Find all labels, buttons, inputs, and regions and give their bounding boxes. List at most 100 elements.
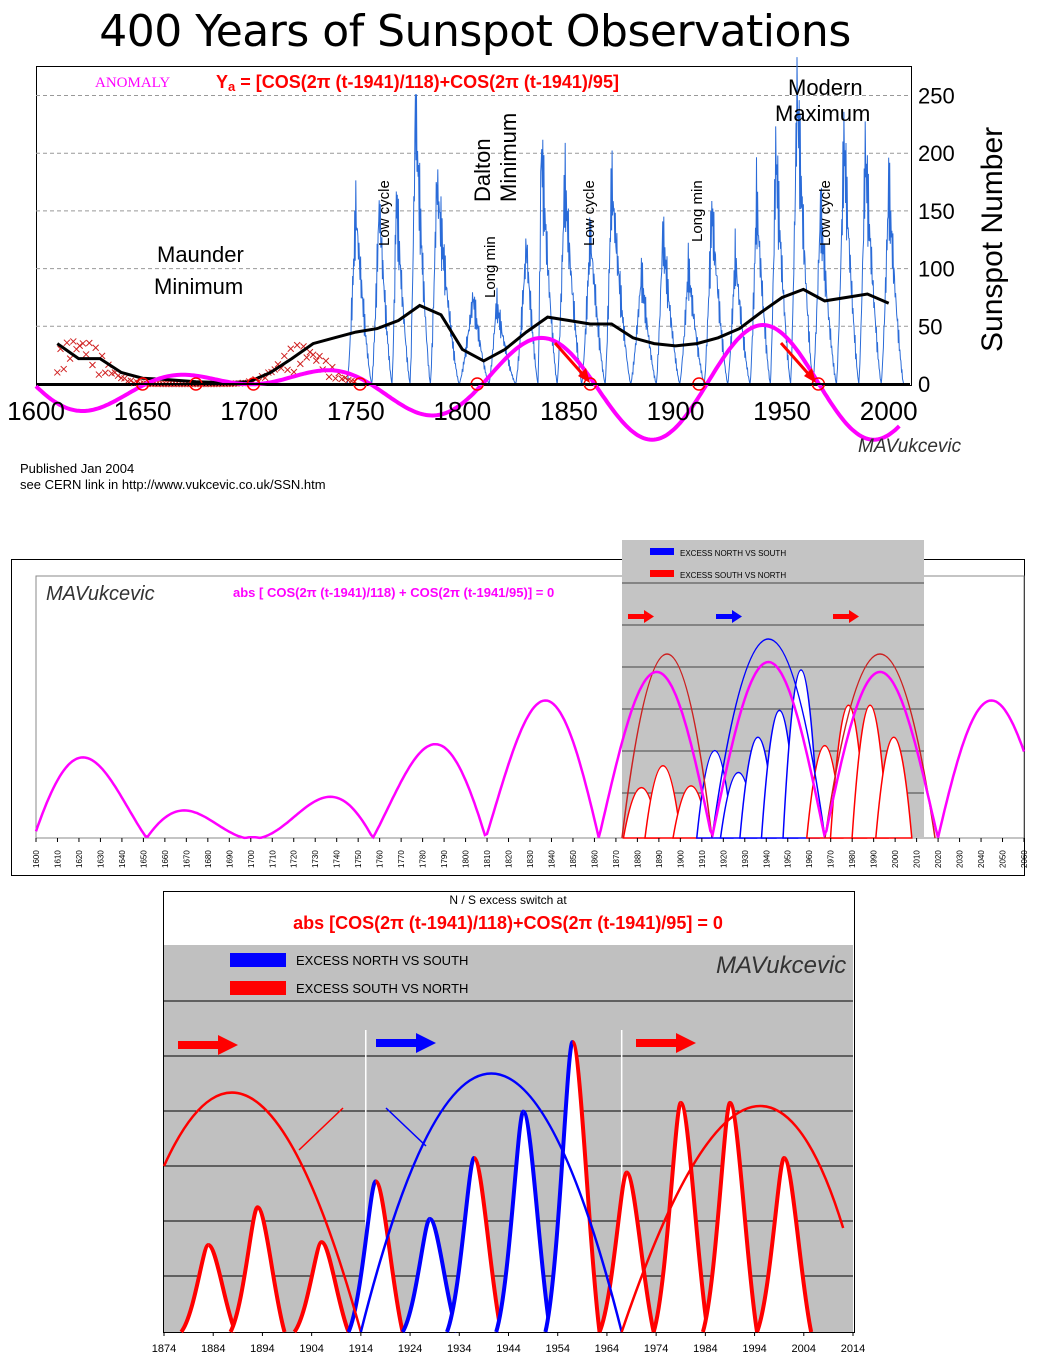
y-tick-label: 50 — [918, 314, 942, 339]
x-tick-label: 1904 — [299, 1343, 323, 1355]
x-tick-label: 1974 — [644, 1343, 668, 1355]
cern-link-note: see CERN link in http://www.vukcevic.co.… — [20, 477, 326, 492]
red-arrow-bottom-2 — [636, 1033, 696, 1053]
legend-south-swatch-small — [650, 570, 674, 577]
x-tick-label: 1994 — [742, 1343, 766, 1355]
cycle-edge-right — [472, 1156, 504, 1333]
early-observation-mark — [60, 365, 68, 373]
x-tick-label: 1884 — [201, 1343, 225, 1355]
cycle-edge-left — [755, 1156, 787, 1333]
x-tick-label: 1640 — [118, 850, 127, 868]
x-tick-label: 1800 — [433, 396, 491, 426]
cycle-edge-left — [494, 1109, 526, 1333]
long-min-2: Long min — [689, 180, 706, 242]
signature-middle: MAVukcevic — [46, 583, 155, 605]
x-tick-label: 1874 — [152, 1343, 176, 1355]
early-observation-mark — [82, 351, 90, 358]
x-tick-label: 2000 — [860, 396, 918, 426]
formula-sub: a — [228, 79, 236, 94]
early-observation-mark — [284, 366, 291, 374]
smoothed-mean-line — [56, 287, 890, 385]
x-tick-label: 2020 — [934, 850, 943, 868]
early-observation-mark — [309, 351, 317, 359]
x-tick-label: 1610 — [53, 850, 62, 868]
x-tick-label: 1810 — [483, 850, 492, 868]
legend-north: EXCESS NORTH VS SOUTH — [296, 953, 468, 968]
x-tick-label: 1984 — [693, 1343, 717, 1355]
published-note: Published Jan 2004 — [20, 461, 135, 476]
x-tick-label: 1750 — [327, 396, 385, 426]
early-observation-mark — [322, 357, 330, 365]
early-observation-mark — [280, 352, 288, 360]
early-observation-mark — [316, 352, 323, 360]
low-cycle-2: Low cycle — [581, 180, 598, 246]
early-observation-mark — [63, 339, 71, 347]
cycle-area — [496, 1111, 551, 1332]
dalton-line-2: Minimum — [496, 113, 521, 202]
cycle-edge-left — [179, 1243, 211, 1334]
legend-south-swatch — [230, 981, 286, 995]
early-observation-mark — [127, 377, 135, 385]
x-tick-label: 2014 — [841, 1343, 865, 1355]
y-axis-label: Sunspot Number — [976, 127, 1009, 352]
x-tick-label: 2040 — [977, 850, 986, 868]
maunder-line-1: Maunder — [157, 242, 244, 267]
cycle-edge-left — [400, 1216, 432, 1334]
cycle-edge-right — [320, 1240, 351, 1333]
red-arrow-2 — [779, 342, 816, 383]
early-observation-mark — [66, 355, 74, 363]
x-tick-label: 1650 — [139, 850, 148, 868]
cycle-area — [653, 1102, 708, 1332]
cycle-edge-left — [445, 1156, 477, 1333]
x-tick-label: 1630 — [96, 850, 105, 868]
y-tick-label: 200 — [918, 141, 955, 166]
early-observation-mark — [312, 357, 320, 364]
cycle-area — [545, 1042, 600, 1332]
legend-north-swatch — [230, 953, 286, 967]
cycle-area — [402, 1218, 457, 1332]
anomaly-line — [34, 322, 901, 442]
x-tick-label: 2000 — [891, 850, 900, 868]
x-tick-label: 1910 — [698, 850, 707, 868]
x-tick-label: 1840 — [547, 850, 556, 868]
early-observation-mark — [296, 360, 304, 368]
early-observation-mark — [92, 344, 100, 352]
page-title: 400 Years of Sunspot Observations — [99, 6, 851, 57]
x-tick-label: 1790 — [440, 850, 449, 868]
x-tick-label: 1930 — [741, 850, 750, 868]
x-tick-label: 1860 — [590, 850, 599, 868]
abs-anomaly-line — [34, 660, 1026, 840]
cycle-edge-left — [651, 1100, 683, 1333]
cycle-edge-left — [543, 1040, 575, 1333]
inset-arrow — [628, 614, 644, 619]
x-tick-label: 1720 — [290, 850, 299, 868]
red-arrow-1 — [553, 342, 590, 383]
cycle-area — [230, 1207, 285, 1332]
cycle-edge-left — [346, 1179, 378, 1333]
x-tick-label: 2050 — [999, 850, 1008, 868]
early-observation-mark — [76, 342, 84, 350]
x-tick-label: 2060 — [1020, 850, 1029, 868]
sunspot-series — [346, 57, 905, 386]
early-observation-mark — [69, 338, 77, 345]
x-tick-label: 1700 — [220, 396, 278, 426]
x-tick-label: 1964 — [595, 1343, 619, 1355]
x-tick-label: 1900 — [676, 850, 685, 868]
early-observation-mark — [341, 374, 349, 382]
early-observation-mark — [53, 369, 61, 376]
x-tick-label: 1950 — [784, 850, 793, 868]
x-tick-label: 1890 — [655, 850, 664, 868]
x-tick-label: 1924 — [398, 1343, 422, 1355]
x-tick-label: 1700 — [247, 850, 256, 868]
formula-prefix: Y — [216, 72, 228, 92]
x-tick-label: 1894 — [250, 1343, 274, 1355]
x-tick-label: 1730 — [311, 850, 320, 868]
cycle-area — [757, 1158, 812, 1332]
x-tick-label: 1920 — [719, 850, 728, 868]
early-observation-mark — [89, 361, 96, 369]
bottom-title: N / S excess switch at — [449, 893, 567, 907]
cycle-edge-left — [597, 1170, 629, 1333]
inset-arrow-head — [732, 610, 742, 623]
x-tick-label: 1740 — [333, 850, 342, 868]
bottom-chart: 1874 1884 1894 1904 1914 1924 1934 1944 1954 1964… — [152, 893, 865, 1355]
